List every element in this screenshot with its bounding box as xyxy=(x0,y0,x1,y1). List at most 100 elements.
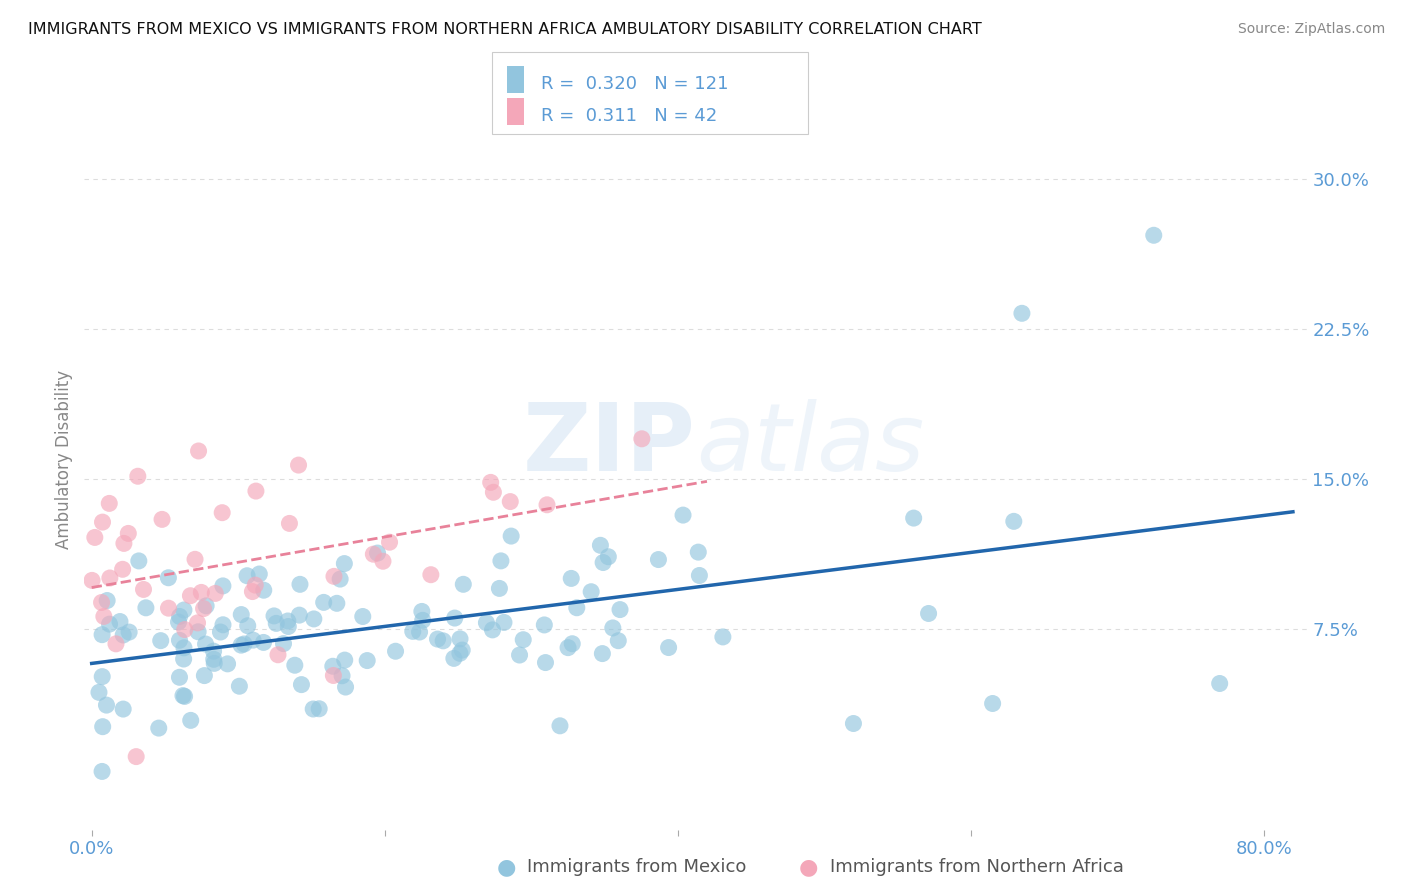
Point xyxy=(322,668,344,682)
Point xyxy=(245,484,267,499)
Point xyxy=(658,640,681,655)
Point xyxy=(333,557,356,571)
Point xyxy=(492,615,515,630)
Point xyxy=(125,749,148,764)
Point xyxy=(202,657,225,671)
Point xyxy=(195,599,218,613)
Point xyxy=(108,615,131,629)
Text: R =  0.320   N = 121: R = 0.320 N = 121 xyxy=(541,75,728,93)
Point xyxy=(592,556,614,570)
Point xyxy=(288,577,311,591)
Point xyxy=(672,508,695,522)
Point xyxy=(273,637,295,651)
Point xyxy=(589,538,612,552)
Point xyxy=(560,571,582,585)
Text: ●: ● xyxy=(496,857,516,877)
Point xyxy=(326,596,349,610)
Point xyxy=(591,647,613,661)
Point xyxy=(903,511,925,525)
Point xyxy=(93,609,115,624)
Point xyxy=(329,572,352,586)
Point xyxy=(499,494,522,508)
Point xyxy=(87,685,110,699)
Y-axis label: Ambulatory Disability: Ambulatory Disability xyxy=(55,370,73,549)
Point xyxy=(90,595,112,609)
Point xyxy=(688,545,710,559)
Point xyxy=(112,536,135,550)
Point xyxy=(169,633,191,648)
Point xyxy=(186,615,208,630)
Point xyxy=(981,697,1004,711)
Point xyxy=(253,583,276,598)
Point xyxy=(548,719,571,733)
Point xyxy=(536,498,558,512)
Point xyxy=(509,648,531,662)
Point xyxy=(173,652,195,666)
Text: IMMIGRANTS FROM MEXICO VS IMMIGRANTS FROM NORTHERN AFRICA AMBULATORY DISABILITY : IMMIGRANTS FROM MEXICO VS IMMIGRANTS FRO… xyxy=(28,22,981,37)
Point xyxy=(236,619,259,633)
Point xyxy=(172,689,194,703)
Point xyxy=(184,552,207,566)
Point xyxy=(128,554,150,568)
Point xyxy=(231,607,253,622)
Point xyxy=(104,637,127,651)
Point xyxy=(135,600,157,615)
Point xyxy=(150,512,173,526)
Point xyxy=(533,618,555,632)
Point xyxy=(118,625,141,640)
Point xyxy=(534,656,557,670)
Point xyxy=(481,623,503,637)
Point xyxy=(322,659,344,673)
Text: Source: ZipAtlas.com: Source: ZipAtlas.com xyxy=(1237,22,1385,37)
Point xyxy=(117,526,139,541)
Point xyxy=(630,432,652,446)
Point xyxy=(412,613,434,627)
Point xyxy=(647,552,669,566)
Point xyxy=(169,670,191,684)
Point xyxy=(330,669,353,683)
Point xyxy=(212,617,235,632)
Point xyxy=(167,615,190,629)
Point xyxy=(607,633,630,648)
Point xyxy=(557,640,579,655)
Text: Immigrants from Mexico: Immigrants from Mexico xyxy=(527,858,747,876)
Point xyxy=(91,515,114,529)
Point xyxy=(211,506,233,520)
Point xyxy=(356,654,378,668)
Point xyxy=(451,643,474,657)
Point xyxy=(91,670,114,684)
Point xyxy=(378,535,401,549)
Point xyxy=(449,646,471,660)
Point xyxy=(83,531,105,545)
Point xyxy=(308,702,330,716)
Point xyxy=(475,615,498,630)
Point xyxy=(98,571,121,585)
Point xyxy=(288,608,311,623)
Point xyxy=(367,546,389,560)
Point xyxy=(432,633,454,648)
Point xyxy=(173,603,195,617)
Point xyxy=(111,562,134,576)
Point xyxy=(180,714,202,728)
Point xyxy=(1011,306,1033,320)
Point xyxy=(91,764,114,779)
Point xyxy=(212,579,235,593)
Point xyxy=(1143,228,1166,243)
Point xyxy=(91,628,114,642)
Point xyxy=(229,638,252,652)
Text: ●: ● xyxy=(799,857,818,877)
Point xyxy=(277,614,299,628)
Point xyxy=(371,554,394,568)
Point xyxy=(264,616,287,631)
Point xyxy=(419,567,441,582)
Point xyxy=(193,601,215,615)
Point xyxy=(169,609,191,624)
Point xyxy=(333,653,356,667)
Text: atlas: atlas xyxy=(696,399,924,490)
Point xyxy=(267,648,290,662)
Point xyxy=(202,652,225,666)
Point xyxy=(228,679,250,693)
Point xyxy=(242,633,264,648)
Point xyxy=(579,584,602,599)
Point xyxy=(482,485,505,500)
